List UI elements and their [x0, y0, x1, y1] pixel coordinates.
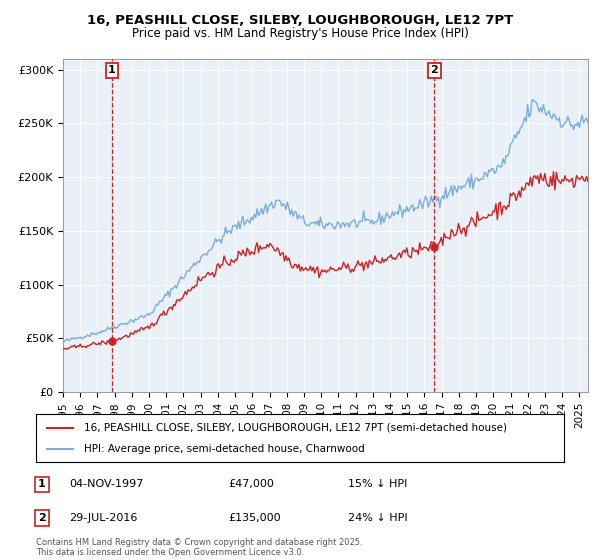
Text: 1: 1 — [38, 479, 46, 489]
Text: 15% ↓ HPI: 15% ↓ HPI — [348, 479, 407, 489]
Text: 16, PEASHILL CLOSE, SILEBY, LOUGHBOROUGH, LE12 7PT (semi-detached house): 16, PEASHILL CLOSE, SILEBY, LOUGHBOROUGH… — [83, 423, 506, 433]
Text: Price paid vs. HM Land Registry's House Price Index (HPI): Price paid vs. HM Land Registry's House … — [131, 27, 469, 40]
Text: 1: 1 — [108, 66, 116, 76]
Text: 2: 2 — [38, 513, 46, 523]
Text: £135,000: £135,000 — [228, 513, 281, 523]
Text: HPI: Average price, semi-detached house, Charnwood: HPI: Average price, semi-detached house,… — [83, 444, 364, 454]
Text: 24% ↓ HPI: 24% ↓ HPI — [348, 513, 407, 523]
Text: 16, PEASHILL CLOSE, SILEBY, LOUGHBOROUGH, LE12 7PT: 16, PEASHILL CLOSE, SILEBY, LOUGHBOROUGH… — [87, 14, 513, 27]
Text: Contains HM Land Registry data © Crown copyright and database right 2025.
This d: Contains HM Land Registry data © Crown c… — [36, 538, 362, 557]
Text: 29-JUL-2016: 29-JUL-2016 — [69, 513, 137, 523]
Text: 04-NOV-1997: 04-NOV-1997 — [69, 479, 143, 489]
Text: £47,000: £47,000 — [228, 479, 274, 489]
Text: 2: 2 — [431, 66, 439, 76]
